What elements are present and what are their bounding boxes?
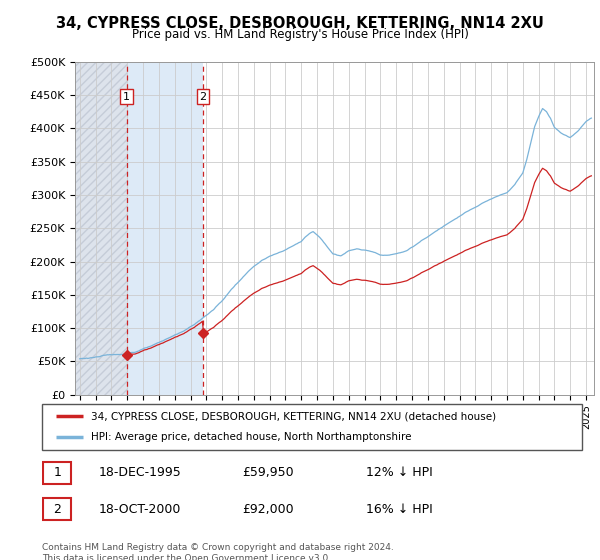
Text: 2: 2 bbox=[53, 503, 61, 516]
Text: 34, CYPRESS CLOSE, DESBOROUGH, KETTERING, NN14 2XU (detached house): 34, CYPRESS CLOSE, DESBOROUGH, KETTERING… bbox=[91, 411, 496, 421]
Text: £92,000: £92,000 bbox=[242, 503, 293, 516]
FancyBboxPatch shape bbox=[42, 404, 582, 450]
Text: 18-OCT-2000: 18-OCT-2000 bbox=[98, 503, 181, 516]
Text: Price paid vs. HM Land Registry's House Price Index (HPI): Price paid vs. HM Land Registry's House … bbox=[131, 28, 469, 41]
Text: 1: 1 bbox=[123, 92, 130, 101]
Text: 16% ↓ HPI: 16% ↓ HPI bbox=[366, 503, 433, 516]
Text: HPI: Average price, detached house, North Northamptonshire: HPI: Average price, detached house, Nort… bbox=[91, 432, 411, 442]
Text: Contains HM Land Registry data © Crown copyright and database right 2024.
This d: Contains HM Land Registry data © Crown c… bbox=[42, 543, 394, 560]
FancyBboxPatch shape bbox=[43, 498, 71, 520]
Text: 2: 2 bbox=[199, 92, 206, 101]
FancyBboxPatch shape bbox=[43, 461, 71, 484]
Text: 34, CYPRESS CLOSE, DESBOROUGH, KETTERING, NN14 2XU: 34, CYPRESS CLOSE, DESBOROUGH, KETTERING… bbox=[56, 16, 544, 31]
Bar bbox=[75, 62, 127, 395]
Text: 18-DEC-1995: 18-DEC-1995 bbox=[98, 466, 181, 479]
Bar bbox=[127, 62, 203, 395]
Text: £59,950: £59,950 bbox=[242, 466, 293, 479]
Bar bbox=[203, 62, 594, 395]
Text: 12% ↓ HPI: 12% ↓ HPI bbox=[366, 466, 433, 479]
Text: 1: 1 bbox=[53, 466, 61, 479]
